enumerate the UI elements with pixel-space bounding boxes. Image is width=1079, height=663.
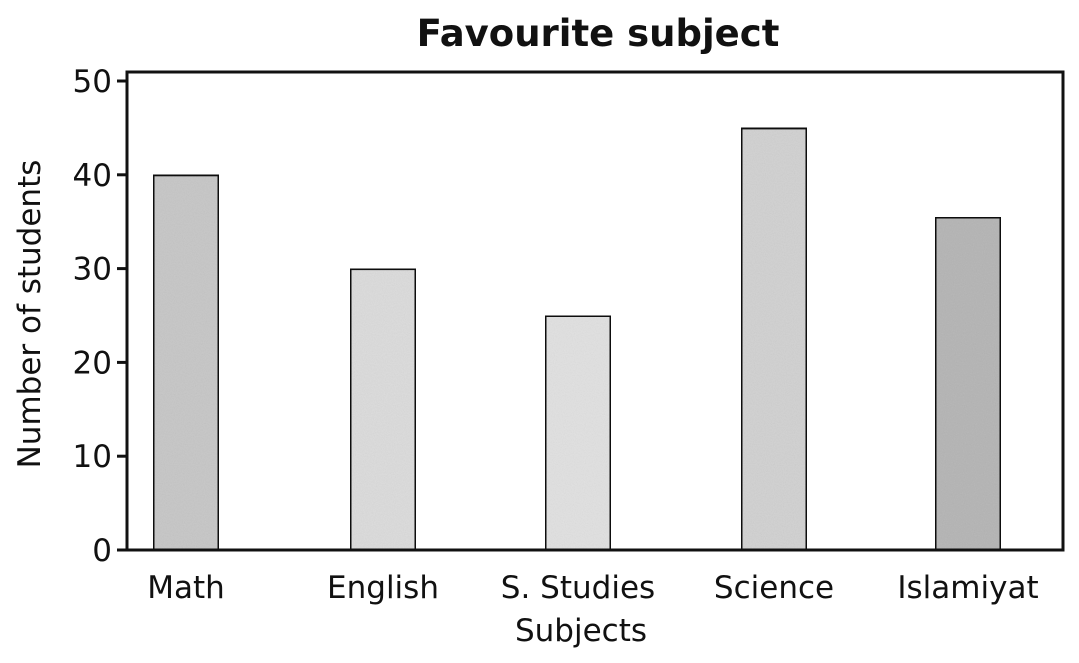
bar-s-studies [543,314,613,552]
y-tick-label: 20 [73,345,112,381]
x-axis-title: Subjects [515,613,647,649]
y-tick-label: 30 [73,252,112,288]
y-axis: 0 10 20 30 40 50 [73,64,127,569]
chart-title: Favourite subject [417,12,780,55]
x-tick-label: S. Studies [501,570,655,606]
bars-layer [151,126,1003,552]
y-tick-label: 40 [73,158,112,194]
y-axis-title: Number of students [12,160,48,469]
bar-english [348,267,418,552]
plot-frame [125,70,1065,552]
x-tick-label: Islamiyat [897,570,1038,606]
x-axis: Math English S. Studies Science Islamiyat [147,570,1038,606]
bar-science [739,126,809,552]
bar-islamiyat [933,215,1003,552]
y-tick-label: 10 [73,439,112,475]
y-tick-label: 50 [73,64,112,100]
bar-math [151,173,221,552]
x-tick-label: Science [714,570,834,606]
x-tick-label: Math [147,570,225,606]
y-tick-label: 0 [92,533,112,569]
x-tick-label: English [327,570,439,606]
